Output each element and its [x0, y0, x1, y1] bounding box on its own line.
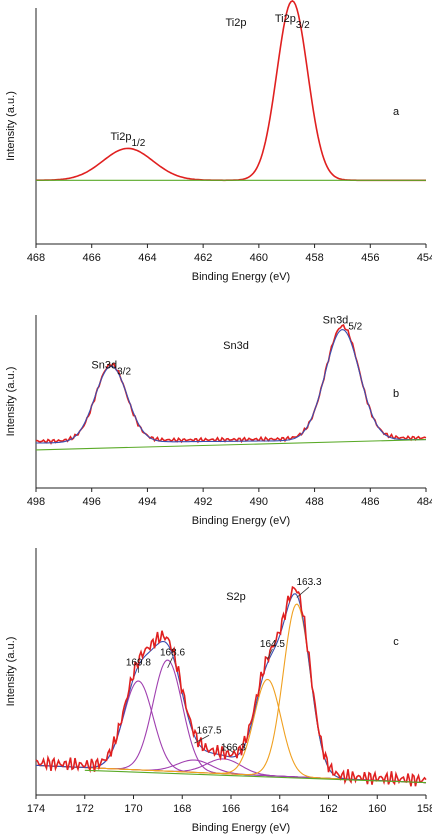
series-line [36, 329, 426, 444]
x-tick-label: 170 [124, 803, 142, 815]
y-axis-label: Intensity (a.u.) [5, 637, 17, 707]
panel-c-s2p: 174 172 170 168 166 164 162 160 158 Binding Energ… [5, 548, 432, 834]
panel-title: S2p [226, 591, 246, 603]
x-tick-label: 488 [305, 496, 323, 508]
peak-position-label: 168.6 [160, 647, 185, 658]
panel-letter: c [393, 636, 399, 648]
x-tick-label: 468 [27, 252, 45, 264]
panel-title: Sn3d [223, 340, 249, 352]
x-tick-label: 162 [319, 803, 337, 815]
x-tick-label: 454 [417, 252, 432, 264]
peak-label: Sn3d3/2 [91, 360, 131, 378]
peak-position-label: 166.3 [221, 743, 246, 754]
peak-position-label: 167.5 [197, 725, 222, 736]
panel-letter: a [393, 106, 400, 118]
x-tick-label: 164 [271, 803, 289, 815]
x-tick-label: 492 [194, 496, 212, 508]
x-tick-label: 464 [138, 252, 156, 264]
x-tick-label: 462 [194, 252, 212, 264]
x-tick-label: 486 [361, 496, 379, 508]
series-line [36, 593, 426, 784]
annotation-leader [223, 745, 234, 753]
annotation-leader [296, 586, 310, 598]
annotation-leader [167, 657, 173, 668]
peak-label: Ti2p3/2 [275, 13, 310, 31]
peak-position-label: 163.3 [296, 577, 321, 588]
x-tick-label: 496 [83, 496, 101, 508]
x-tick-label: 172 [76, 803, 94, 815]
x-tick-label: 166 [222, 803, 240, 815]
panel-letter: b [393, 388, 399, 400]
x-tick-label: 458 [305, 252, 323, 264]
x-tick-label: 466 [83, 252, 101, 264]
x-tick-label: 498 [27, 496, 45, 508]
annotation-leader [267, 648, 273, 660]
x-tick-label: 484 [417, 496, 432, 508]
x-tick-label: 160 [368, 803, 386, 815]
panel-b-sn3d: 498 496 494 492 490 488 486 484 Binding Energy (… [5, 315, 432, 527]
x-axis-label: Binding Energy (eV) [192, 271, 290, 283]
x-tick-label: 158 [417, 803, 432, 815]
series-line [84, 769, 427, 784]
peak-position-label: 169.8 [126, 657, 151, 668]
x-axis-label: Binding Energy (eV) [192, 822, 290, 834]
x-axis-label: Binding Energy (eV) [192, 515, 290, 527]
x-tick-label: 456 [361, 252, 379, 264]
panel-title: Ti2p [226, 17, 247, 29]
panel-a-ti2p: 468 466 464 462 460 458 456 454 Binding Energy (… [5, 0, 432, 283]
series-line [35, 585, 427, 787]
x-tick-label: 460 [250, 252, 268, 264]
y-axis-label: Intensity (a.u.) [5, 367, 17, 437]
x-tick-label: 490 [250, 496, 268, 508]
x-tick-label: 174 [27, 803, 45, 815]
x-tick-label: 168 [173, 803, 191, 815]
series-line [36, 659, 426, 784]
x-tick-label: 494 [138, 496, 156, 508]
annotation-leader [194, 734, 210, 744]
peak-position-label: 164.5 [260, 639, 285, 650]
y-axis-label: Intensity (a.u.) [5, 91, 17, 161]
series-line [35, 439, 427, 451]
peak-label: Ti2p1/2 [110, 131, 145, 149]
